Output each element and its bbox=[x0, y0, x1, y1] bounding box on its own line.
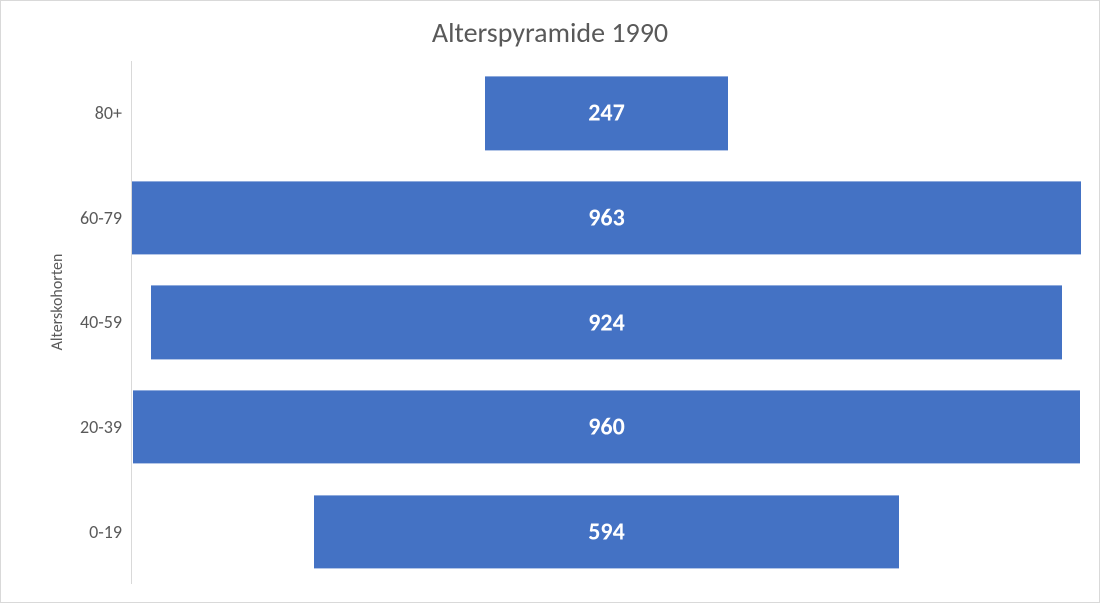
bar-row-20-39: 20-39 960 bbox=[132, 375, 1081, 480]
bar-0-19: 594 bbox=[314, 495, 899, 568]
bar-value-label: 247 bbox=[588, 99, 625, 128]
y-axis-title: Alterskohorten bbox=[48, 253, 67, 350]
category-label: 80+ bbox=[42, 102, 122, 124]
bar-value-label: 963 bbox=[588, 203, 625, 232]
chart-frame: Alterspyramide 1990 Alterskohorten 80+ 2… bbox=[0, 0, 1100, 603]
bar-value-label: 924 bbox=[588, 308, 625, 337]
bar-row-80plus: 80+ 247 bbox=[132, 61, 1081, 166]
category-label: 60-79 bbox=[42, 207, 122, 229]
bar-60-79: 963 bbox=[132, 181, 1081, 254]
category-label: 40-59 bbox=[42, 311, 122, 333]
chart-title: Alterspyramide 1990 bbox=[1, 15, 1099, 50]
category-label: 0-19 bbox=[42, 521, 122, 543]
bar-value-label: 594 bbox=[588, 517, 625, 546]
bar-row-60-79: 60-79 963 bbox=[132, 166, 1081, 271]
bar-40-59: 924 bbox=[151, 286, 1062, 359]
bar-row-40-59: 40-59 924 bbox=[132, 270, 1081, 375]
bar-row-0-19: 0-19 594 bbox=[132, 479, 1081, 584]
bar-value-label: 960 bbox=[588, 413, 625, 442]
category-label: 20-39 bbox=[42, 416, 122, 438]
plot-area: 80+ 247 60-79 963 40-59 924 20-39 960 0-… bbox=[131, 61, 1081, 584]
bar-80plus: 247 bbox=[485, 77, 728, 150]
bar-20-39: 960 bbox=[133, 390, 1079, 463]
